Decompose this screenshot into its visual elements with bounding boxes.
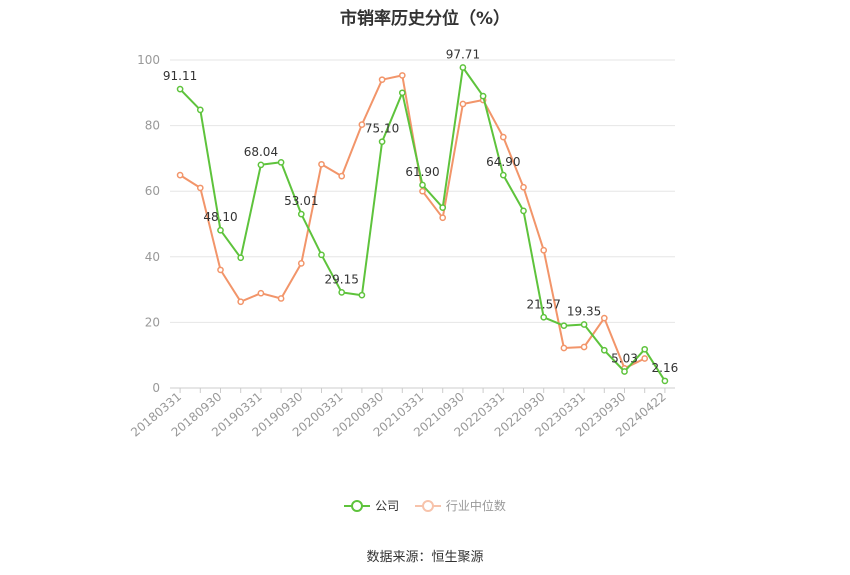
- data-point-1: [520, 183, 527, 191]
- data-point-1: [176, 171, 184, 179]
- y-tick-label: 100: [137, 53, 160, 67]
- data-point-0: [621, 368, 628, 375]
- data-label: 2.16: [652, 361, 679, 375]
- data-point-1: [540, 246, 548, 254]
- data-point-1: [257, 289, 265, 297]
- legend-label-industry: 行业中位数: [445, 499, 506, 513]
- legend-swatch-industry: [414, 499, 441, 512]
- data-point-1: [600, 314, 608, 322]
- data-label: 97.71: [446, 48, 480, 62]
- data-point-1: [237, 298, 245, 306]
- data-point-1: [398, 72, 406, 79]
- data-point-0: [277, 158, 285, 166]
- data-point-1: [318, 160, 325, 168]
- data-point-1: [378, 76, 386, 84]
- data-point-0: [217, 226, 224, 234]
- data-point-0: [237, 254, 245, 262]
- data-point-0: [661, 377, 669, 385]
- data-point-1: [277, 295, 285, 302]
- data-point-0: [479, 92, 487, 100]
- series-line-1: [179, 74, 646, 370]
- data-point-0: [520, 207, 527, 215]
- data-point-1: [297, 260, 305, 267]
- data-point-0: [419, 181, 426, 189]
- legend-swatch-company: [344, 499, 371, 512]
- series-line-0: [179, 66, 666, 382]
- data-point-0: [318, 251, 325, 259]
- legend-label-company: 公司: [375, 499, 400, 513]
- data-point-0: [196, 106, 204, 114]
- data-point-1: [338, 172, 346, 180]
- data-point-1: [439, 214, 447, 222]
- series-lines: [176, 64, 669, 385]
- y-tick-label: 0: [152, 381, 160, 395]
- data-point-1: [580, 343, 588, 351]
- y-tick-label: 40: [145, 250, 160, 264]
- data-label: 5.03: [611, 352, 638, 366]
- data-point-0: [580, 321, 588, 328]
- data-point-0: [499, 171, 507, 179]
- data-point-0: [257, 161, 265, 169]
- y-tick-label: 20: [145, 315, 160, 329]
- data-label: 61.90: [405, 165, 439, 179]
- chart-title: 市销率历史分位（%）: [339, 9, 511, 29]
- chart-plot: 0204060801002018033120180930201903312019…: [128, 48, 678, 440]
- data-label: 53.01: [284, 194, 318, 208]
- data-point-0: [439, 204, 447, 211]
- axes: 0204060801002018033120180930201903312019…: [128, 53, 675, 440]
- data-label: 21.57: [527, 297, 561, 311]
- data-label: 68.04: [244, 145, 278, 159]
- data-labels: 91.11 48.10 68.04 53.01 29.15 75.10 61.90 97.71…: [163, 48, 678, 375]
- data-label: 75.10: [365, 122, 399, 136]
- data-point-1: [560, 344, 568, 352]
- data-point-1: [459, 100, 467, 108]
- data-point-1: [358, 121, 366, 128]
- data-point-0: [398, 89, 406, 97]
- data-point-0: [540, 313, 548, 321]
- data-label: 29.15: [325, 272, 359, 286]
- data-label: 19.35: [567, 305, 601, 319]
- data-label: 64.90: [486, 155, 520, 169]
- data-point-1: [217, 266, 224, 274]
- y-tick-label: 80: [145, 119, 160, 133]
- data-point-1: [499, 133, 507, 141]
- source-note: 数据来源：恒生聚源: [366, 550, 484, 565]
- y-tick-label: 60: [145, 184, 160, 198]
- data-point-0: [338, 289, 346, 296]
- data-label: 48.10: [203, 210, 237, 224]
- legend: 公司 行业中位数: [0, 497, 850, 515]
- data-point-1: [419, 187, 426, 195]
- data-point-0: [176, 85, 184, 93]
- data-point-0: [641, 345, 649, 353]
- legend-item-company[interactable]: 公司: [344, 497, 399, 514]
- data-point-1: [641, 355, 649, 362]
- data-label: 91.11: [163, 69, 197, 83]
- data-point-0: [600, 346, 608, 354]
- data-point-0: [459, 64, 467, 71]
- data-point-0: [560, 322, 568, 330]
- data-point-0: [297, 210, 305, 218]
- data-point-1: [196, 184, 204, 192]
- legend-item-industry[interactable]: 行业中位数: [414, 497, 506, 514]
- data-point-0: [358, 291, 366, 299]
- data-point-0: [378, 138, 386, 146]
